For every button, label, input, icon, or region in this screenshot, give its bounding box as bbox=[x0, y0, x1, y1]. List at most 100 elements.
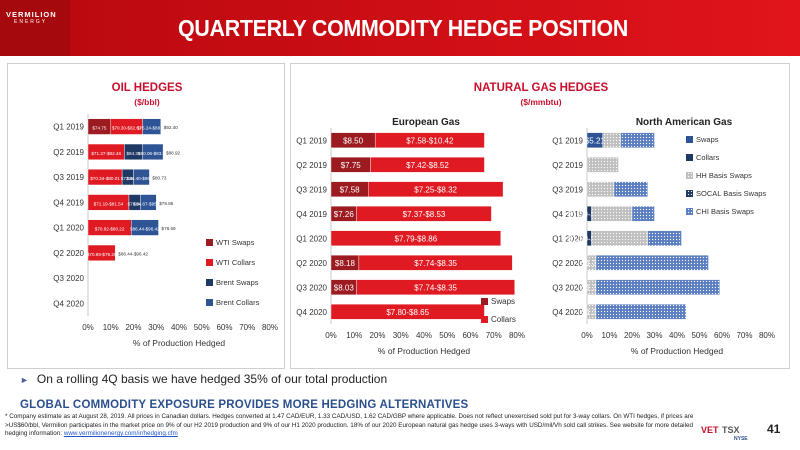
hedging-info-link[interactable]: www.vermilionenergy.com/ir/hedging.cfm bbox=[63, 430, 178, 438]
category-label: Q2 2020 bbox=[53, 249, 84, 258]
legend-swatch bbox=[481, 298, 488, 305]
x-tick-label: 50% bbox=[439, 331, 455, 340]
north-american-gas-title: North American Gas bbox=[635, 117, 733, 128]
category-label: Q2 2020 bbox=[552, 259, 583, 268]
bar-segment bbox=[595, 279, 720, 296]
x-tick-label: 10% bbox=[601, 331, 617, 340]
data-label: $1.59-$2.46 bbox=[568, 210, 611, 219]
legend-swatch bbox=[206, 239, 213, 246]
data-label: $7.37-$8.53 bbox=[403, 210, 446, 219]
exchange-tsx: TSX bbox=[722, 425, 740, 435]
x-tick-label: 80% bbox=[262, 323, 278, 332]
data-label: $70.82-$80.22 bbox=[95, 227, 125, 232]
bar-segment bbox=[591, 205, 633, 222]
summary-bullet-text: On a rolling 4Q basis we have hedged 35%… bbox=[36, 372, 388, 386]
x-tick-label: 0% bbox=[82, 323, 94, 332]
bar-segment bbox=[595, 303, 687, 320]
data-label: $8.18 bbox=[335, 259, 356, 268]
legend-label: WTI Collars bbox=[216, 258, 255, 267]
bar-segment bbox=[595, 254, 709, 271]
category-label: Q3 2020 bbox=[552, 283, 583, 292]
data-label: $8.50 bbox=[343, 136, 364, 145]
bar-segment bbox=[131, 219, 159, 236]
vermilion-logo: VERMILION ENERGY bbox=[0, 0, 70, 56]
legend-label: SOCAL Basis Swaps bbox=[696, 189, 766, 198]
footnote-text: * Company estimate as at August 28, 2019… bbox=[5, 413, 694, 438]
logo-tagline: ENERGY bbox=[14, 19, 48, 25]
bar-segment bbox=[356, 279, 515, 296]
x-tick-label: 70% bbox=[486, 331, 502, 340]
x-tick-label: 80% bbox=[509, 331, 525, 340]
data-label: $7.80-$8.65 bbox=[386, 308, 429, 317]
bar-segment bbox=[142, 118, 162, 135]
legend-swatch bbox=[206, 259, 213, 266]
x-tick-label: 20% bbox=[125, 323, 141, 332]
bullet-triangle-icon: ► bbox=[20, 375, 29, 385]
european-gas-title: European Gas bbox=[392, 117, 460, 128]
legend-swatch bbox=[686, 136, 693, 143]
data-label: $70.34-$80.01 bbox=[90, 176, 120, 181]
data-label: $7.79-$8.86 bbox=[395, 234, 438, 243]
category-label: Q4 2020 bbox=[296, 308, 327, 317]
bar-segment bbox=[330, 303, 485, 320]
data-label: $84.35 bbox=[126, 151, 140, 156]
legend-label: CHI Basis Swaps bbox=[696, 207, 754, 216]
oil-hedges-subtitle: ($/bbl) bbox=[134, 97, 160, 107]
data-label: $7.74-$8.35 bbox=[414, 259, 457, 268]
x-axis-label: % of Production Hedged bbox=[378, 346, 470, 356]
x-tick-label: 60% bbox=[714, 331, 730, 340]
x-tick-label: 10% bbox=[346, 331, 362, 340]
bar-segment bbox=[602, 132, 621, 149]
gas-hedges-title: NATURAL GAS HEDGES bbox=[473, 82, 609, 94]
data-label: $7.75 bbox=[341, 161, 362, 170]
section-subheading: GLOBAL COMMODITY EXPOSURE PROVIDES MORE … bbox=[20, 399, 469, 411]
footnote: * Company estimate as at August 28, 2019… bbox=[5, 413, 695, 439]
data-label: $84.87-$95.84 bbox=[133, 201, 163, 206]
data-label: $7.25-$8.32 bbox=[414, 185, 457, 194]
logo-wordmark: VERMILION bbox=[6, 10, 57, 19]
bar-segment bbox=[586, 156, 619, 173]
bar-segment bbox=[647, 230, 682, 247]
bar-segment bbox=[133, 169, 150, 186]
data-label: $1.35 bbox=[581, 308, 602, 317]
legend-swatch bbox=[206, 279, 213, 286]
legend-label: Brent Swaps bbox=[216, 278, 259, 287]
category-label: Q4 2019 bbox=[296, 210, 327, 219]
bar-segment bbox=[631, 205, 655, 222]
x-tick-label: 80% bbox=[759, 331, 775, 340]
data-label: $71.27-$82.46 bbox=[91, 151, 121, 156]
data-label: $7.26 bbox=[334, 210, 355, 219]
category-label: Q1 2020 bbox=[53, 224, 84, 233]
category-label: Q1 2019 bbox=[552, 136, 583, 145]
category-label: Q3 2020 bbox=[296, 283, 327, 292]
data-label: $74.75 bbox=[92, 126, 106, 131]
gas-hedges-charts: Q1 2019 Q2 2019 Q3 2019 Q4 2019 Q1 2020 Q2 20… bbox=[296, 128, 775, 356]
exchange-nyse: NYSE bbox=[734, 436, 748, 442]
legend-label: WTI Swaps bbox=[216, 238, 255, 247]
oil-hedges-title: OIL HEDGES bbox=[111, 82, 183, 94]
x-tick-label: 40% bbox=[416, 331, 432, 340]
category-label: Q2 2019 bbox=[552, 161, 583, 170]
bar-segment bbox=[591, 230, 648, 247]
data-label: $7.58-$10.42 bbox=[406, 136, 454, 145]
bar-segment bbox=[613, 181, 648, 198]
data-label: $78.69 bbox=[162, 226, 176, 231]
data-label: $73.00 bbox=[121, 176, 135, 181]
category-label: Q2 2019 bbox=[296, 161, 327, 170]
x-tick-label: 40% bbox=[669, 331, 685, 340]
x-tick-label: 20% bbox=[624, 331, 640, 340]
bar-segment bbox=[330, 230, 501, 247]
bar-segment bbox=[374, 132, 485, 149]
category-label: Q4 2019 bbox=[552, 210, 583, 219]
category-label: Q3 2019 bbox=[552, 185, 583, 194]
data-label: $70.89-$79.29 bbox=[87, 252, 117, 257]
data-label: $86.44-$96.42 bbox=[130, 227, 160, 232]
data-label: $7.42-$8.52 bbox=[406, 161, 449, 170]
gas-hedges-subtitle: ($/mmbtu) bbox=[520, 97, 562, 107]
x-tick-label: 10% bbox=[103, 323, 119, 332]
category-label: Q3 2019 bbox=[53, 173, 84, 182]
natural-gas-hedges-panel: NATURAL GAS HEDGES ($/mmbtu) European Ga… bbox=[290, 63, 790, 369]
bar-segment bbox=[370, 156, 485, 173]
legend-label: Brent Collars bbox=[216, 298, 260, 307]
data-label: $70.30-$82.63 bbox=[112, 126, 142, 131]
